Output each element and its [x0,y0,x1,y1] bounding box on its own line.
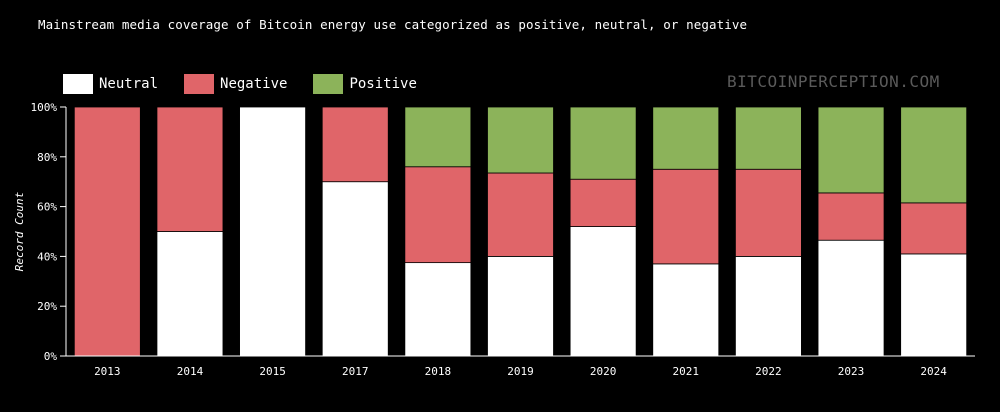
legend-item-negative: Negative [184,74,287,94]
legend-label-positive: Positive [349,76,417,92]
y-tick-label: 20% [37,300,57,313]
bar-positive-2019 [487,106,554,174]
legend-label-neutral: Neutral [99,76,159,92]
bar-negative-2024 [900,202,968,255]
bar-neutral-2015 [239,106,306,357]
x-tick-label: 2018 [425,365,452,378]
chart-title: Mainstream media coverage of Bitcoin ene… [38,17,748,32]
bar-positive-2021 [652,106,720,170]
bar-negative-2013 [73,106,141,357]
x-tick-label: 2020 [590,365,617,378]
x-tick-label: 2014 [177,365,204,378]
x-tick-label: 2024 [920,365,947,378]
legend-swatch-positive [313,74,344,94]
bar-neutral-2018 [404,262,472,357]
bar-neutral-2022 [735,255,802,357]
y-tick-label: 0% [44,350,58,363]
x-tick-label: 2023 [838,365,865,378]
legend-item-positive: Positive [313,74,417,94]
bar-negative-2022 [735,168,802,257]
bar-neutral-2020 [569,226,637,357]
bar-neutral-2017 [321,181,389,357]
bar-positive-2018 [404,106,472,168]
legend-swatch-neutral [63,74,93,94]
x-tick-label: 2015 [259,365,286,378]
legend-swatch-negative [184,74,215,94]
bar-positive-2020 [569,106,637,180]
bar-negative-2020 [569,178,637,227]
bar-neutral-2024 [900,253,968,357]
y-axis-label: Record Count [13,191,26,271]
y-tick-label: 100% [31,101,58,114]
bar-neutral-2019 [487,255,554,357]
y-tick-label: 40% [37,250,57,263]
x-tick-label: 2017 [342,365,369,378]
bar-neutral-2021 [652,263,720,357]
x-tick-label: 2019 [507,365,534,378]
x-tick-label: 2022 [755,365,782,378]
y-tick-label: 80% [37,151,57,164]
bar-positive-2023 [817,106,885,194]
watermark: BITCOINPERCEPTION.COM [727,72,940,91]
bar-negative-2023 [817,192,885,241]
bar-neutral-2023 [817,239,885,357]
bar-negative-2019 [487,172,554,257]
legend: Neutral Negative Positive [63,74,443,94]
x-tick-label: 2013 [94,365,121,378]
bar-positive-2024 [900,106,968,204]
bar-negative-2017 [321,106,389,183]
bar-negative-2021 [652,168,720,265]
legend-item-neutral: Neutral [63,74,158,94]
bar-positive-2022 [735,106,802,170]
bar-negative-2018 [404,166,472,264]
y-tick-label: 60% [37,201,57,214]
bar-negative-2014 [156,106,224,232]
bar-neutral-2014 [156,231,224,357]
x-tick-label: 2021 [673,365,700,378]
legend-label-negative: Negative [220,76,288,92]
